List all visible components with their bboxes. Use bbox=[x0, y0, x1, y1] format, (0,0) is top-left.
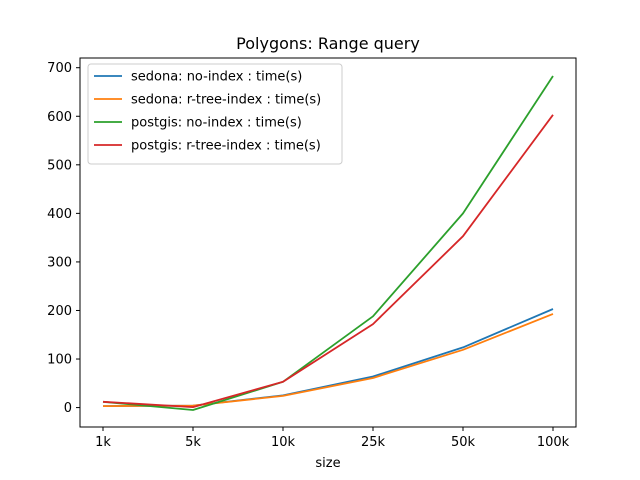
y-axis: 0 100 200 300 400 500 600 700 bbox=[47, 61, 80, 416]
y-tick-label: 400 bbox=[47, 207, 72, 222]
chart-title: Polygons: Range query bbox=[236, 34, 420, 53]
y-tick-label: 200 bbox=[47, 304, 72, 319]
x-tick-label: 25k bbox=[361, 435, 386, 450]
legend-label: postgis: r-tree-index : time(s) bbox=[131, 139, 321, 154]
x-tick-label: 100k bbox=[537, 435, 570, 450]
legend-label: sedona: no-index : time(s) bbox=[131, 70, 302, 85]
x-tick-label: 50k bbox=[451, 435, 476, 450]
y-tick-label: 500 bbox=[47, 158, 72, 173]
y-tick-label: 0 bbox=[64, 401, 72, 416]
series-line-3 bbox=[102, 75, 554, 411]
series-line-4 bbox=[102, 114, 554, 409]
x-tick-label: 1k bbox=[95, 435, 111, 450]
series-layer bbox=[102, 75, 554, 411]
series-line-1 bbox=[102, 308, 554, 407]
legend: sedona: no-index : time(s) sedona: r-tree… bbox=[87, 63, 343, 165]
legend-label: postgis: no-index : time(s) bbox=[131, 116, 302, 131]
y-tick-label: 700 bbox=[47, 61, 72, 76]
y-tick-label: 100 bbox=[47, 353, 72, 368]
legend-label: sedona: r-tree-index : time(s) bbox=[131, 93, 321, 108]
plot-frame bbox=[79, 57, 577, 428]
x-axis-label: size bbox=[315, 456, 340, 471]
y-tick-label: 600 bbox=[47, 110, 72, 125]
x-tick-label: 10k bbox=[271, 435, 296, 450]
series-line-2 bbox=[102, 313, 554, 407]
x-axis: 1k 5k 10k 25k 50k 100k bbox=[95, 427, 570, 450]
legend-box bbox=[87, 63, 343, 165]
x-tick-label: 5k bbox=[185, 435, 201, 450]
y-tick-label: 300 bbox=[47, 255, 72, 270]
